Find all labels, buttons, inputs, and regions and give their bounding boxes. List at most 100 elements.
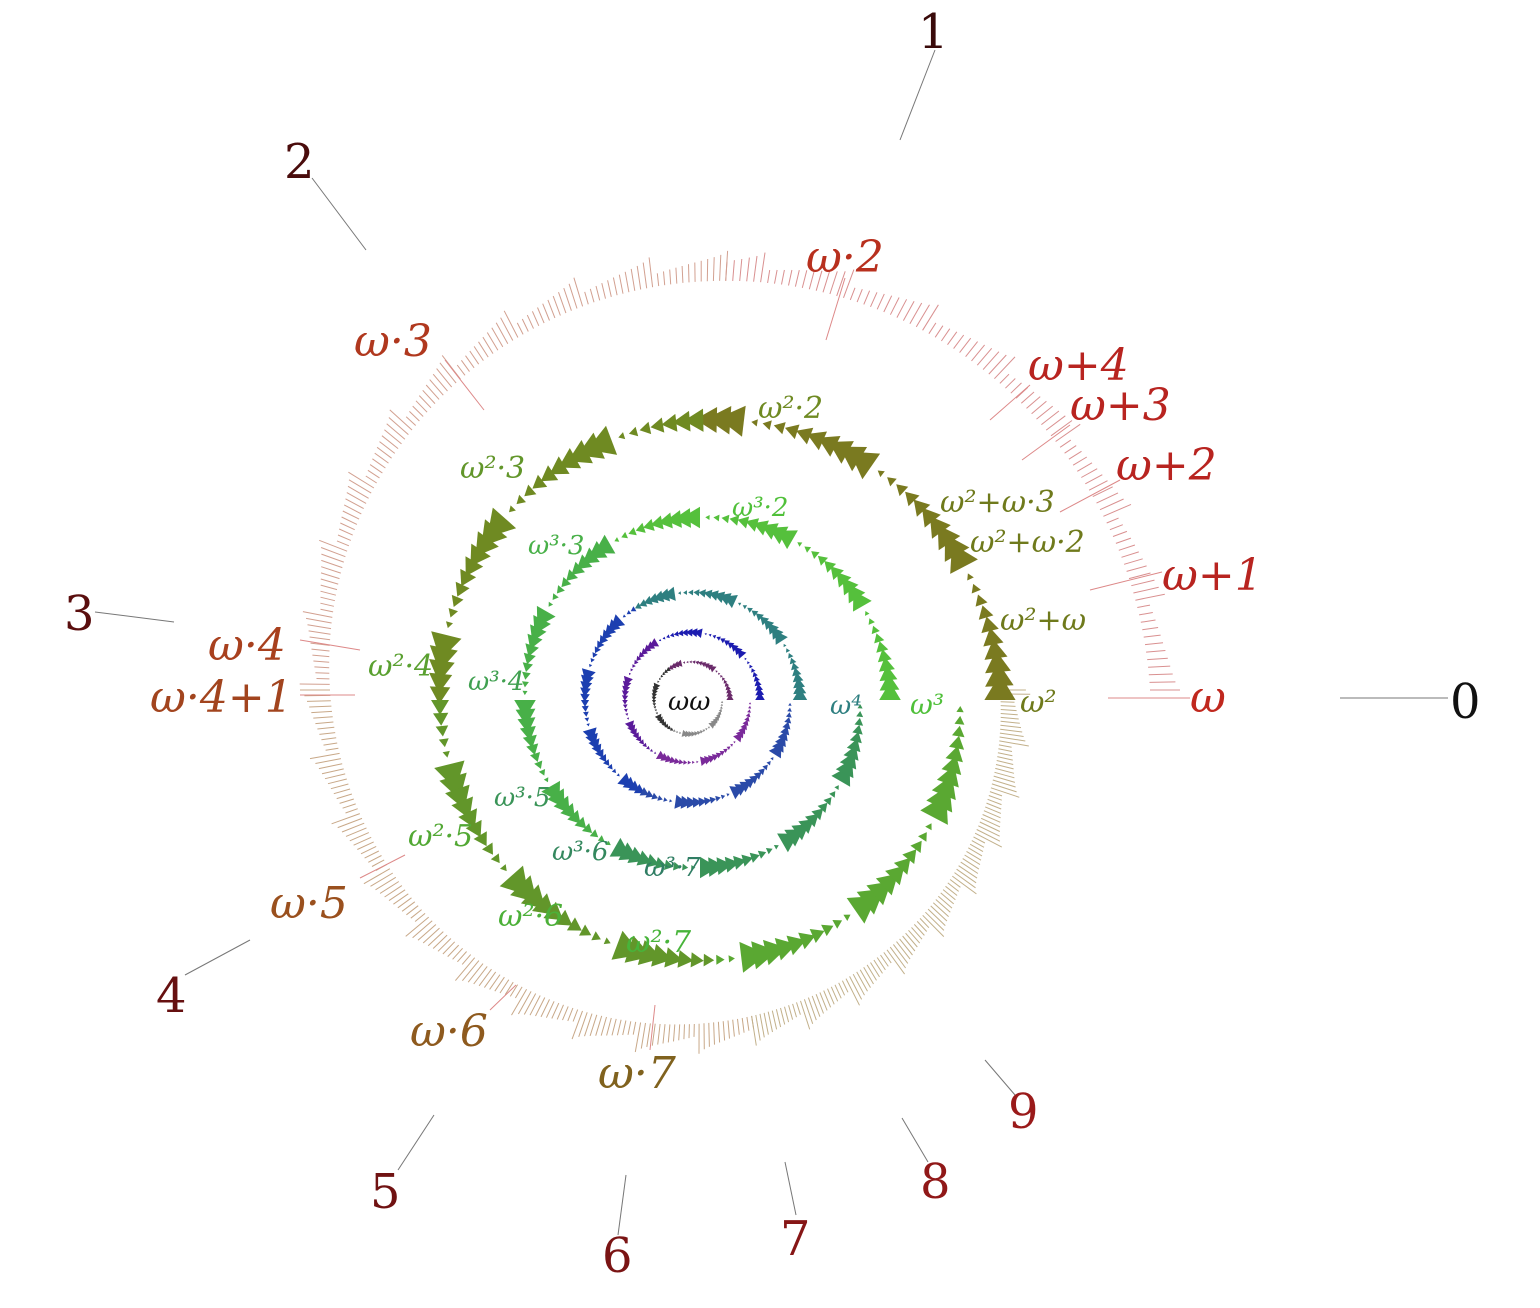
spiral-tick xyxy=(940,328,951,342)
spiral-tick xyxy=(595,285,601,301)
spiral-arrowhead xyxy=(580,693,590,702)
spiral-arrowhead xyxy=(700,756,709,766)
spiral-arrowhead xyxy=(762,420,772,431)
spiral-tick xyxy=(462,960,480,982)
spiral-arrowhead xyxy=(716,954,725,965)
spiral-arrowhead xyxy=(849,731,862,744)
label-omega-times-4: ω·4 xyxy=(208,620,286,671)
spiral-tick xyxy=(1109,524,1123,531)
spiral-arrowhead xyxy=(984,639,1008,660)
spiral-arrowhead xyxy=(599,634,609,645)
spiral-tick xyxy=(811,995,821,1017)
spiral-arrowhead xyxy=(658,588,670,602)
spiral-tick xyxy=(845,978,860,1006)
spiral-tick xyxy=(418,395,432,409)
spiral-tick xyxy=(607,280,612,298)
spiral-arrowhead xyxy=(854,717,864,726)
spiral-tick xyxy=(760,252,766,283)
spiral-arrowhead xyxy=(693,589,700,597)
spiral-arrowhead xyxy=(691,865,696,871)
spiral-tick xyxy=(302,611,333,618)
spiral-arrowhead xyxy=(744,716,750,722)
spiral-arrowhead xyxy=(626,717,630,720)
spiral-arrowhead xyxy=(659,677,662,680)
spiral-tick xyxy=(341,516,358,525)
spiral-arrowhead xyxy=(660,674,664,678)
spiral-tick xyxy=(600,1016,607,1036)
spiral-tick xyxy=(473,346,484,361)
spiral-arrowhead xyxy=(707,726,710,729)
label-omega-omega: ωω xyxy=(668,687,710,717)
spiral-tick xyxy=(976,829,1001,842)
spiral-arrowhead xyxy=(669,799,673,803)
spiral-arrowhead xyxy=(566,569,578,581)
spiral-tick xyxy=(841,980,849,993)
spiral-arrowhead xyxy=(628,426,639,437)
spiral-tick xyxy=(708,1022,710,1047)
spiral-arrowhead xyxy=(726,694,734,700)
spiral-tick xyxy=(962,858,980,870)
spiral-tick xyxy=(927,908,946,926)
spiral-tick xyxy=(341,822,365,833)
spiral-tick xyxy=(1005,378,1016,389)
spiral-arrowhead xyxy=(705,728,708,731)
spiral-arrowhead xyxy=(663,797,668,802)
label-omega-sq-plus-omega-2: ω²+ω·2 xyxy=(970,525,1085,560)
spiral-arrowhead xyxy=(522,681,529,688)
spiral-arrowhead xyxy=(561,577,572,588)
label-omega-times-2: ω·2 xyxy=(806,232,884,283)
spiral-arrowhead xyxy=(718,405,746,437)
spiral-arrowhead xyxy=(811,551,820,559)
spiral-arrowhead xyxy=(686,660,689,664)
spiral-arrowhead xyxy=(616,773,620,777)
spiral-arrowhead xyxy=(674,757,680,765)
spiral-tick xyxy=(999,736,1026,742)
spiral-arrowhead xyxy=(657,795,663,801)
spiral-tick xyxy=(989,791,1003,797)
spiral-arrowhead xyxy=(623,708,628,713)
spiral-arrowhead xyxy=(589,664,593,668)
spiral-tick xyxy=(371,859,385,867)
spiral-tick xyxy=(627,1021,632,1035)
spiral-tick xyxy=(315,758,341,764)
spiral-arrowhead xyxy=(730,743,733,747)
spiral-arrowhead xyxy=(692,797,702,808)
spiral-tick xyxy=(792,1003,797,1018)
spiral-arrowhead xyxy=(602,629,612,640)
spiral-tick xyxy=(1099,498,1124,511)
spiral-arrowhead xyxy=(768,623,779,635)
spiral-tick xyxy=(410,909,422,919)
spiral-arrowhead xyxy=(739,941,768,973)
spiral-arrowhead xyxy=(690,952,704,968)
spiral-arrowhead xyxy=(765,848,773,855)
spiral-tick xyxy=(589,1014,598,1037)
spiral-arrowhead xyxy=(741,854,753,867)
spiral-arrowhead xyxy=(720,675,723,678)
spiral-arrowhead xyxy=(659,718,665,725)
spiral-arrowhead xyxy=(638,739,644,745)
spiral-arrowhead xyxy=(672,729,676,732)
spiral-arrowhead xyxy=(956,706,964,713)
numeral-leaders xyxy=(94,49,1448,1236)
spiral-arrowhead xyxy=(435,725,449,737)
spiral-arrowhead xyxy=(674,508,691,528)
label-4: 4 xyxy=(156,968,187,1024)
spiral-arrowhead xyxy=(667,725,671,730)
spiral-tick xyxy=(495,322,509,344)
spiral-tick xyxy=(968,847,983,857)
spiral-arrowhead xyxy=(788,653,794,659)
spiral-tick xyxy=(994,356,1016,380)
spiral-arrowhead xyxy=(591,931,601,941)
spiral-arrowhead xyxy=(755,683,763,691)
spiral-arrowhead xyxy=(967,573,974,581)
spiral-arrowhead xyxy=(673,861,681,871)
spiral-tick xyxy=(1143,634,1161,638)
spiral-tick xyxy=(386,423,406,440)
spiral-tick xyxy=(1059,439,1072,448)
spiral-arrowhead xyxy=(708,857,726,877)
spiral-arrowhead xyxy=(429,659,455,683)
label-omega-sq-plus-omega-3: ω²+ω·3 xyxy=(940,485,1055,520)
spiral-arrowhead xyxy=(744,778,755,789)
spiral-arrowhead xyxy=(519,726,536,741)
label-omega-cu-times-3: ω³·3 xyxy=(528,531,584,561)
